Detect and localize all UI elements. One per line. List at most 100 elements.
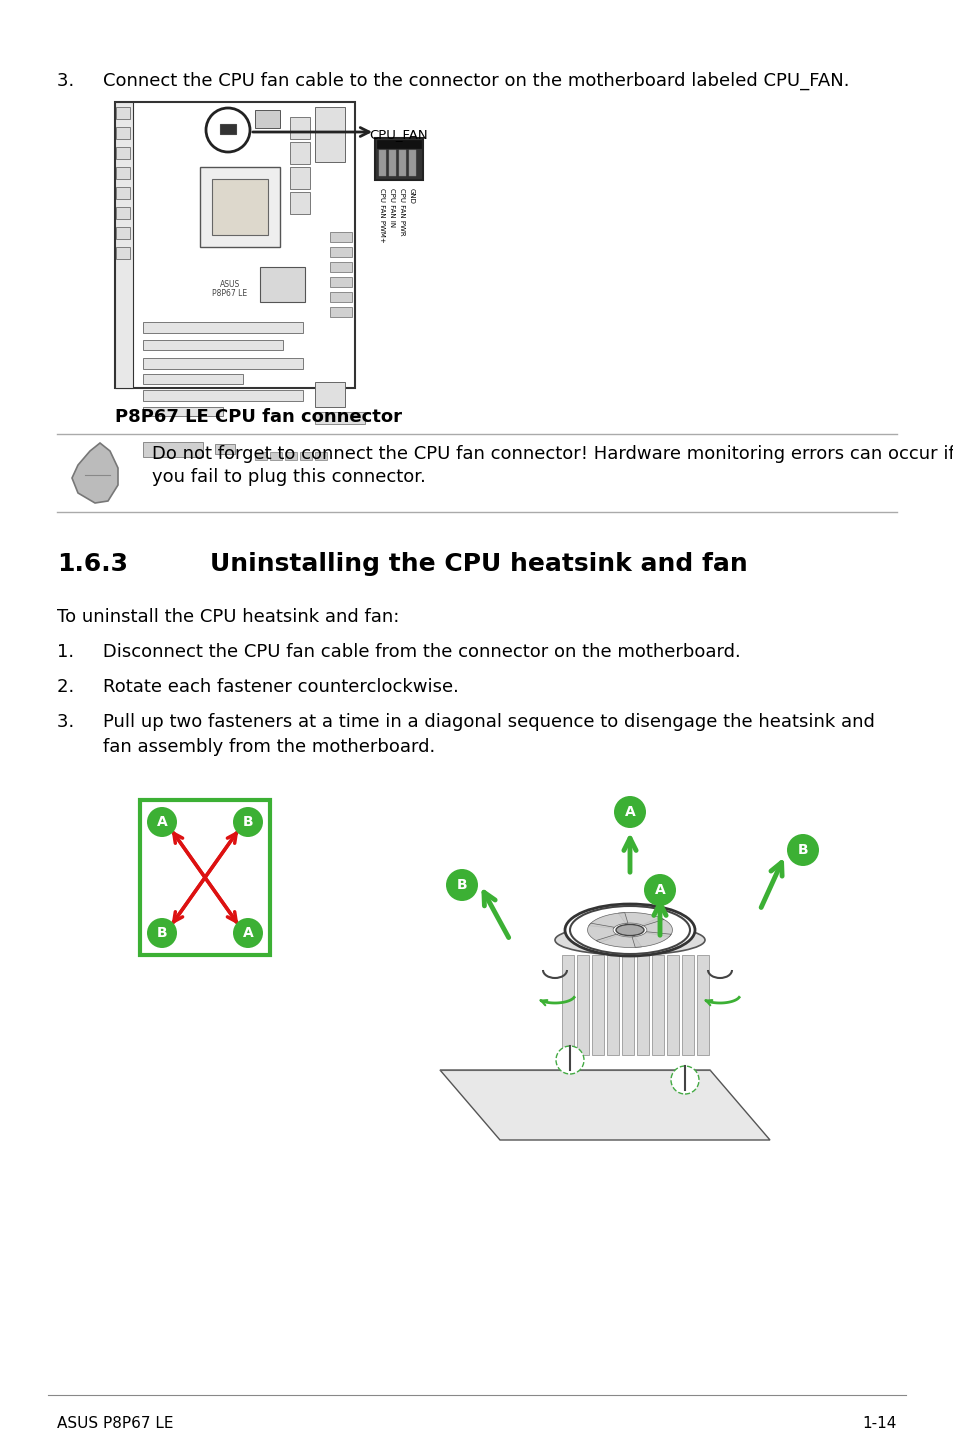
Circle shape	[265, 116, 269, 121]
Bar	[330, 247, 352, 257]
Polygon shape	[618, 913, 663, 926]
Bar	[285, 452, 296, 460]
Ellipse shape	[555, 925, 704, 955]
Bar	[330, 232, 352, 242]
Polygon shape	[71, 443, 118, 503]
Bar	[116, 106, 130, 119]
Bar	[290, 193, 310, 214]
Text: B: B	[156, 926, 167, 940]
Bar	[330, 262, 352, 272]
Text: B: B	[797, 843, 807, 857]
Circle shape	[147, 807, 177, 837]
Bar	[116, 207, 130, 219]
Text: To uninstall the CPU heatsink and fan:: To uninstall the CPU heatsink and fan:	[57, 608, 399, 626]
Bar	[254, 109, 280, 128]
Text: fan assembly from the motherboard.: fan assembly from the motherboard.	[57, 738, 435, 756]
Polygon shape	[596, 935, 641, 948]
Text: 3.     Connect the CPU fan cable to the connector on the motherboard labeled CPU: 3. Connect the CPU fan cable to the conn…	[57, 72, 848, 91]
Bar	[290, 116, 310, 139]
Bar	[143, 390, 303, 401]
Circle shape	[265, 112, 269, 116]
Bar	[143, 407, 223, 416]
Polygon shape	[641, 917, 672, 936]
Text: you fail to plug this connector.: you fail to plug this connector.	[152, 467, 425, 486]
Text: 1-14: 1-14	[862, 1416, 896, 1431]
Circle shape	[257, 116, 262, 121]
Bar	[561, 955, 574, 1055]
Text: B: B	[242, 815, 253, 828]
Bar	[115, 102, 132, 388]
Bar	[314, 106, 345, 162]
Circle shape	[643, 874, 676, 906]
Bar	[116, 127, 130, 139]
Text: 1.     Disconnect the CPU fan cable from the connector on the motherboard.: 1. Disconnect the CPU fan cable from the…	[57, 643, 740, 661]
Circle shape	[786, 834, 818, 866]
Bar	[398, 150, 406, 175]
Ellipse shape	[564, 905, 695, 956]
Bar	[116, 167, 130, 178]
Text: P8P67 LE: P8P67 LE	[213, 289, 247, 298]
Bar	[376, 139, 420, 148]
Text: Do not forget to connect the CPU fan connector! Hardware monitoring errors can o: Do not forget to connect the CPU fan con…	[152, 444, 953, 463]
Text: A: A	[624, 805, 635, 820]
Circle shape	[233, 917, 263, 948]
Bar	[116, 187, 130, 198]
Bar	[330, 278, 352, 288]
Bar	[290, 142, 310, 164]
Bar	[314, 383, 345, 407]
Text: A: A	[654, 883, 664, 897]
Bar	[697, 955, 708, 1055]
Bar	[143, 322, 303, 334]
Bar	[378, 150, 386, 175]
Circle shape	[233, 807, 263, 837]
Text: CPU_FAN: CPU_FAN	[370, 128, 428, 141]
Bar	[220, 124, 235, 134]
Circle shape	[272, 116, 275, 121]
Text: 3.     Pull up two fasteners at a time in a diagonal sequence to disengage the h: 3. Pull up two fasteners at a time in a …	[57, 713, 874, 731]
Bar	[330, 292, 352, 302]
Text: P8P67 LE CPU fan connector: P8P67 LE CPU fan connector	[115, 408, 401, 426]
Circle shape	[172, 283, 208, 321]
Bar	[330, 306, 352, 316]
Polygon shape	[632, 932, 671, 948]
Bar	[143, 339, 283, 349]
Ellipse shape	[616, 925, 643, 936]
Polygon shape	[588, 913, 627, 929]
Bar	[681, 955, 693, 1055]
Bar	[200, 167, 280, 247]
Bar	[651, 955, 663, 1055]
Text: ASUS: ASUS	[219, 280, 240, 289]
Bar	[290, 167, 310, 188]
Text: CPU FAN PWM+: CPU FAN PWM+	[378, 188, 385, 243]
Text: CPU FAN IN: CPU FAN IN	[389, 188, 395, 227]
Bar	[270, 452, 282, 460]
Bar	[314, 452, 327, 460]
Bar	[577, 955, 588, 1055]
Circle shape	[614, 797, 645, 828]
Bar	[212, 178, 268, 234]
Text: GND: GND	[409, 188, 415, 204]
Bar	[115, 102, 355, 388]
Bar	[116, 147, 130, 160]
Bar	[143, 374, 243, 384]
Bar	[592, 955, 603, 1055]
Circle shape	[556, 1045, 583, 1074]
Circle shape	[670, 1066, 699, 1094]
Bar	[214, 444, 234, 454]
Circle shape	[257, 112, 262, 116]
Bar	[666, 955, 679, 1055]
Bar	[260, 267, 305, 302]
Bar	[606, 955, 618, 1055]
Bar	[409, 150, 416, 175]
Circle shape	[147, 917, 177, 948]
Text: A: A	[156, 815, 167, 828]
Bar	[389, 150, 395, 175]
Bar	[314, 413, 365, 424]
Bar	[143, 358, 303, 370]
Text: Uninstalling the CPU heatsink and fan: Uninstalling the CPU heatsink and fan	[210, 552, 747, 577]
Bar	[254, 452, 267, 460]
Bar	[375, 138, 422, 180]
Text: ASUS P8P67 LE: ASUS P8P67 LE	[57, 1416, 173, 1431]
Circle shape	[265, 122, 269, 127]
Text: 1.6.3: 1.6.3	[57, 552, 128, 577]
